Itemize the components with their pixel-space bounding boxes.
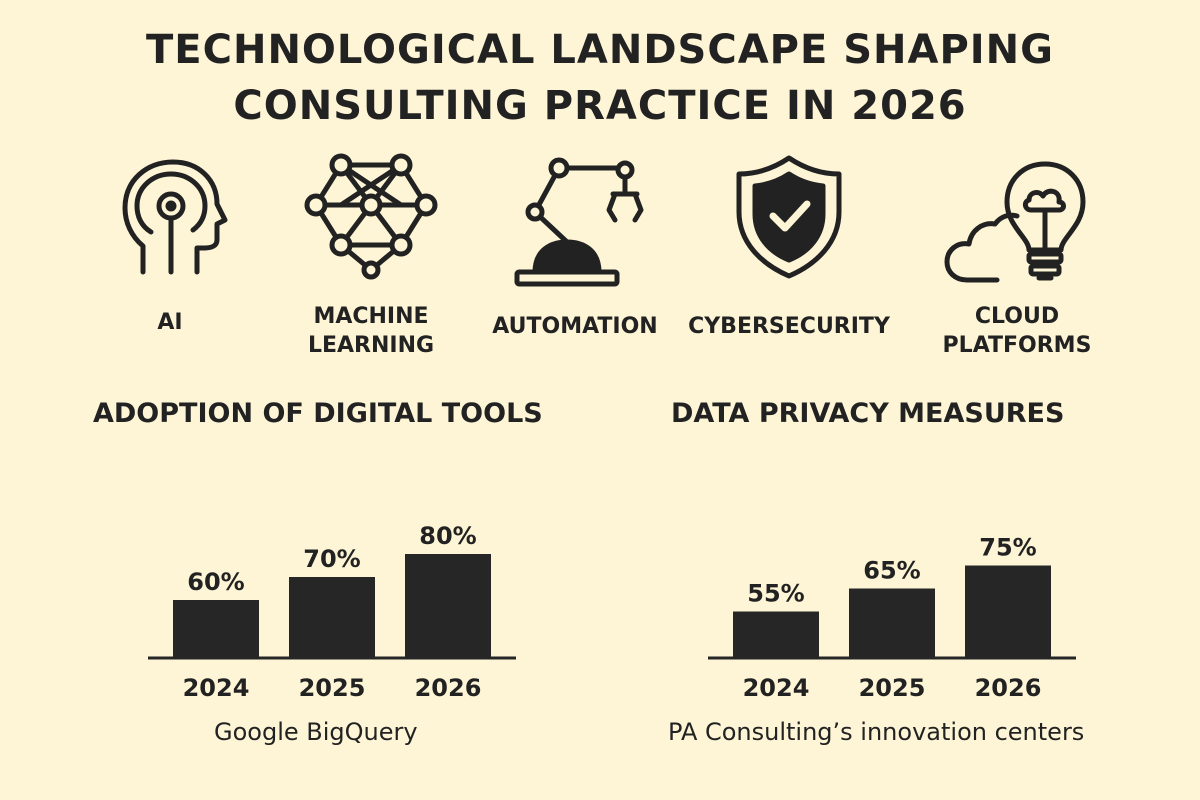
- tech-label-ai: AI: [157, 310, 183, 335]
- tech-label-cloud-platforms: CLOUD PLATFORMS: [942, 304, 1092, 358]
- x-tick-label: 2025: [859, 674, 926, 702]
- x-tick-label: 2024: [183, 674, 250, 702]
- bar-value-label: 65%: [863, 557, 920, 585]
- bar-2026: [405, 554, 491, 658]
- bar-value-label: 80%: [419, 522, 476, 550]
- bar-2026: [965, 565, 1051, 658]
- privacy-bar-chart: 55% 2024 65% 2025 75% 2026: [708, 534, 1076, 702]
- chart-caption-adoption: Google BigQuery: [214, 718, 418, 746]
- tech-item-machine-learning: MACHINE LEARNING: [266, 150, 476, 358]
- chart-title-privacy: DATA PRIVACY MEASURES: [671, 398, 1065, 429]
- tech-item-cybersecurity: CYBERSECURITY: [684, 150, 894, 339]
- shield-check-icon: [736, 155, 842, 279]
- bar-value-label: 60%: [187, 568, 244, 596]
- x-tick-label: 2025: [299, 674, 366, 702]
- bar-2025: [289, 577, 375, 658]
- tech-item-automation: AUTOMATION: [470, 150, 680, 339]
- robotic-arm-icon: [514, 157, 644, 287]
- bar-value-label: 75%: [979, 534, 1036, 562]
- adoption-bar-chart: 60% 2024 70% 2025 80% 2026: [148, 522, 516, 702]
- page-title-line-2: CONSULTING PRACTICE IN 2026: [233, 83, 967, 129]
- x-tick-label: 2024: [743, 674, 810, 702]
- page-title-line-1: TECHNOLOGICAL LANDSCAPE SHAPING: [146, 27, 1054, 73]
- bar-value-label: 70%: [303, 545, 360, 573]
- chart-title-adoption: ADOPTION OF DIGITAL TOOLS: [93, 398, 543, 429]
- ai-head-icon: [122, 159, 228, 275]
- tech-label-cybersecurity: CYBERSECURITY: [688, 314, 890, 339]
- cloud-lightbulb-icon: [944, 161, 1086, 283]
- chart-caption-privacy: PA Consulting’s innovation centers: [668, 718, 1085, 746]
- page-title: TECHNOLOGICAL LANDSCAPE SHAPING CONSULTI…: [0, 22, 1200, 134]
- tech-item-cloud-platforms: CLOUD PLATFORMS: [912, 150, 1122, 358]
- tech-label-machine-learning: MACHINE LEARNING: [307, 304, 435, 358]
- bar-2025: [849, 588, 935, 658]
- bar-value-label: 55%: [747, 580, 804, 608]
- x-tick-label: 2026: [975, 674, 1042, 702]
- tech-label-automation: AUTOMATION: [492, 314, 658, 339]
- tech-item-ai: AI: [65, 150, 275, 335]
- bar-2024: [173, 600, 259, 658]
- bar-2024: [733, 611, 819, 658]
- neural-network-icon: [304, 153, 438, 280]
- x-tick-label: 2026: [415, 674, 482, 702]
